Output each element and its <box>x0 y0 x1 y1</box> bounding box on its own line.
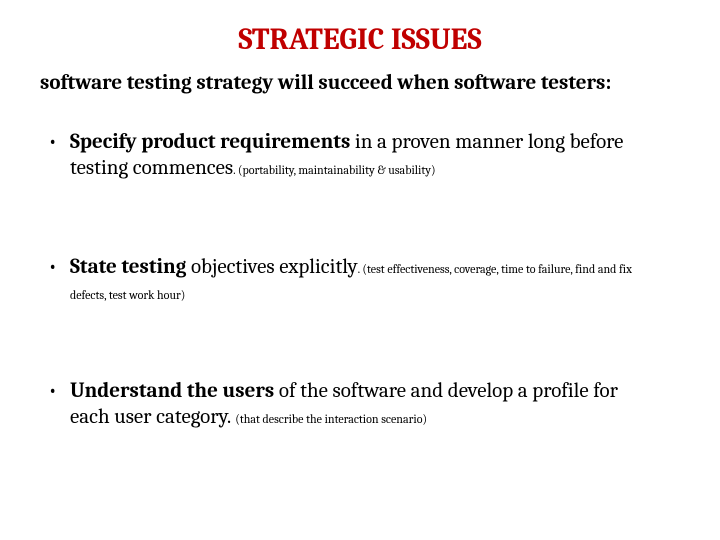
bullet-lead: Understand the users <box>70 379 274 403</box>
bullet-text: testing commences <box>70 156 233 180</box>
bullet-list: Specify product requirements in a proven… <box>40 129 680 431</box>
slide-title: STRATEGIC ISSUES <box>40 22 680 57</box>
bullet-note: defects, test work hour) <box>70 288 185 302</box>
bullet-note: . (test effectiveness, coverage, time to… <box>358 262 632 276</box>
bullet-lead: State testing <box>70 255 186 279</box>
slide-subtitle: software testing strategy will succeed w… <box>40 71 680 95</box>
bullet-note: . (portability, maintainability & usabil… <box>233 163 435 177</box>
bullet-note: (that describe the interaction scenario) <box>235 412 427 426</box>
list-item: State testing objectives explicitly. (te… <box>40 254 680 307</box>
bullet-lead: Specify product requirements <box>70 130 350 154</box>
bullet-text: each user category. <box>70 405 235 429</box>
bullet-text: objectives explicitly <box>186 255 357 279</box>
list-item: Specify product requirements in a proven… <box>40 129 680 182</box>
bullet-text: in a proven manner long before <box>350 130 623 154</box>
list-item: Understand the users of the software and… <box>40 378 680 431</box>
bullet-text: of the software and develop a profile fo… <box>274 379 618 403</box>
slide: STRATEGIC ISSUES software testing strate… <box>0 0 720 540</box>
